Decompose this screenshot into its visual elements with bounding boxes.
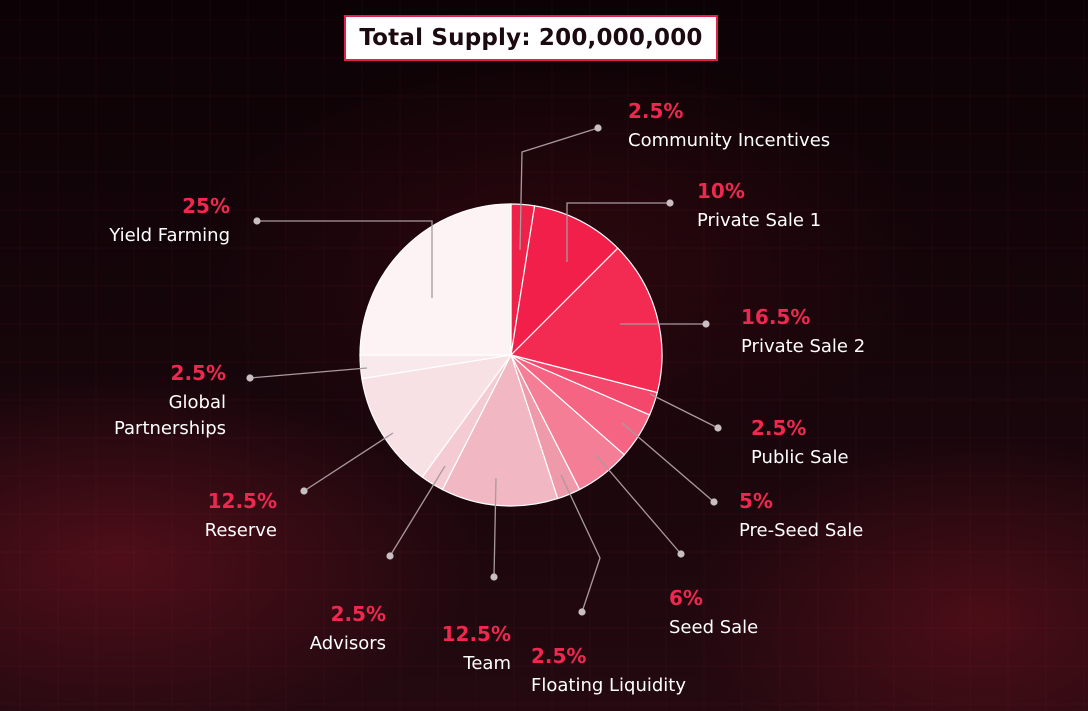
leader-line [303,432,394,492]
leader-dot [710,498,718,506]
leader-line [560,474,601,613]
slice-percent-label: 2.5% [751,416,806,440]
slice-percent-label: 2.5% [628,99,683,123]
leader-dot [300,487,308,495]
slice-labels: 2.5% Community Incentives 10% Private Sale … [108,99,865,696]
pie-slice-private-sale-1 [510,205,619,357]
slice-name-label: Yield Farming [108,225,230,246]
pie-slice-private-sale-2 [509,247,663,394]
slice-percent-label: 12.5% [208,489,277,513]
slice-percent-label: 2.5% [331,602,386,626]
slice-name-label: Global [169,392,226,413]
leader-dot [386,552,394,560]
slice-percent-label: 2.5% [531,644,586,668]
slice-percent-label: 12.5% [442,622,511,646]
leader-dot [594,124,602,132]
chart-title: Total Supply: 200,000,000 [359,25,703,51]
leader-dot [714,424,722,432]
slice-name-label: Pre-Seed Sale [739,520,863,541]
leader-dot [253,217,261,225]
slice-percent-label: 2.5% [171,361,226,385]
pie-slice-yield-farming [359,203,512,356]
slice-name-label: Community Incentives [628,130,830,151]
leader-dot [702,320,710,328]
leader-line [389,465,446,557]
leader-dot [578,608,586,616]
pie-slice-team [441,353,559,507]
leader-dot [666,199,674,207]
pie-slice-reserve [361,354,513,479]
slice-percent-label: 5% [739,489,773,513]
leader-lines [246,124,722,616]
leader-line [595,454,682,555]
leader-line [493,477,497,578]
slice-name-label: Partnerships [114,418,226,439]
slice-name-label: Floating Liquidity [531,675,686,696]
leader-line [519,127,599,251]
leader-dot [490,573,498,581]
slice-name-label: Private Sale 1 [697,210,821,231]
slices-group [359,203,663,507]
leader-line [649,393,719,429]
slice-percent-label: 6% [669,586,703,610]
total-supply-banner: Total Supply: 200,000,000 [344,15,718,61]
slice-percent-label: 16.5% [741,305,810,329]
slice-name-label: Seed Sale [669,617,758,638]
leader-line [249,367,368,379]
slice-percent-label: 10% [697,179,745,203]
leader-line [257,220,433,298]
slice-percent-label: 25% [182,194,230,218]
leader-line [566,202,670,262]
slice-name-label: Reserve [205,520,277,541]
slice-name-label: Public Sale [751,447,849,468]
slice-name-label: Team [462,653,511,674]
leader-line [621,422,715,503]
slice-name-label: Private Sale 2 [741,336,865,357]
leader-dot [246,374,254,382]
leader-dot [677,550,685,558]
slice-name-label: Advisors [310,633,386,654]
